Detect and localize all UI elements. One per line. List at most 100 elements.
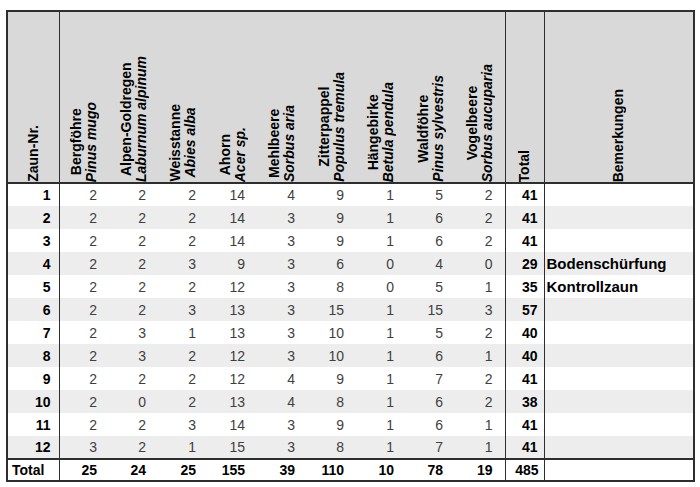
zaun-number-cell: 4: [7, 252, 59, 275]
zaun-number-cell: 8: [7, 344, 59, 367]
header-haengebirke: Hängebirke Betula pendula: [356, 11, 406, 183]
value-cell: 4: [257, 183, 307, 206]
value-cell: 3: [257, 229, 307, 252]
value-cell: 12: [208, 275, 257, 298]
value-cell: 4: [257, 367, 307, 390]
value-cell: 1: [356, 436, 406, 459]
value-cell: 2: [59, 344, 109, 367]
value-cell: 2: [158, 229, 208, 252]
value-cell: 9: [208, 252, 257, 275]
value-cell: 1: [455, 275, 505, 298]
value-cell: 8: [307, 390, 356, 413]
value-cell: 2: [158, 206, 208, 229]
value-cell: 2: [158, 390, 208, 413]
table-body: 1 2 2 2 14 4 9 1 5 2 41 2 2 2 2 14 3 9 1…: [7, 183, 694, 459]
value-cell: 0: [109, 390, 158, 413]
value-cell: 3: [257, 413, 307, 436]
header-weisstanne: Weisstanne Abies alba: [158, 11, 208, 183]
header-vogelbeere: Vogelbeere Sorbus aucuparia: [455, 11, 505, 183]
value-cell: 3: [257, 321, 307, 344]
value-cell: 7: [406, 367, 455, 390]
remark-cell: [544, 436, 694, 459]
value-cell: 6: [406, 344, 455, 367]
table-row: 12 3 2 1 15 3 8 1 7 1 41: [7, 436, 694, 459]
value-cell: 1: [158, 436, 208, 459]
value-cell: 1: [356, 413, 406, 436]
table-row: 1 2 2 2 14 4 9 1 5 2 41: [7, 183, 694, 206]
value-cell: 2: [109, 206, 158, 229]
total-value-cell: 110: [307, 459, 356, 481]
total-row: Total 25 24 25 155 39 110 10 78 19 485: [7, 459, 694, 481]
value-cell: 10: [307, 321, 356, 344]
remark-cell: Kontrollzaun: [544, 275, 694, 298]
value-cell: 2: [109, 229, 158, 252]
value-cell: 1: [356, 367, 406, 390]
row-total-cell: 41: [505, 206, 544, 229]
column-label: Mehlbeere: [267, 105, 282, 182]
total-value-cell: 78: [406, 459, 455, 481]
column-latin-label: Abies alba: [183, 104, 198, 182]
value-cell: 1: [356, 206, 406, 229]
value-cell: 0: [356, 275, 406, 298]
row-total-cell: 41: [505, 183, 544, 206]
species-count-table: Zaun-Nr. Bergföhre Pinus mugo Alpen-Gold…: [6, 10, 695, 482]
value-cell: 1: [356, 321, 406, 344]
value-cell: 15: [307, 298, 356, 321]
value-cell: 15: [406, 298, 455, 321]
row-total-cell: 29: [505, 252, 544, 275]
table-row: 4 2 2 3 9 3 6 0 4 0 29 Bodenschürfung: [7, 252, 694, 275]
value-cell: 3: [455, 298, 505, 321]
column-label: Hängebirke: [366, 82, 381, 182]
header-total: Total: [505, 11, 544, 183]
total-value-cell: 39: [257, 459, 307, 481]
value-cell: 2: [59, 390, 109, 413]
table-footer: Total 25 24 25 155 39 110 10 78 19 485: [7, 459, 694, 481]
table-row: 2 2 2 2 14 3 9 1 6 2 41: [7, 206, 694, 229]
value-cell: 2: [109, 413, 158, 436]
value-cell: 9: [307, 229, 356, 252]
value-cell: 1: [356, 390, 406, 413]
table-row: 9 2 2 2 12 4 9 1 7 2 41: [7, 367, 694, 390]
value-cell: 9: [307, 367, 356, 390]
value-cell: 2: [109, 436, 158, 459]
value-cell: 10: [307, 344, 356, 367]
row-total-cell: 41: [505, 367, 544, 390]
value-cell: 6: [307, 252, 356, 275]
zaun-number-cell: 1: [7, 183, 59, 206]
table-row: 6 2 2 3 13 3 15 1 15 3 57: [7, 298, 694, 321]
column-label: Bergföhre: [69, 102, 84, 182]
value-cell: 3: [158, 298, 208, 321]
column-label: Ahorn: [218, 127, 233, 182]
value-cell: 4: [257, 390, 307, 413]
value-cell: 2: [59, 367, 109, 390]
value-cell: 3: [257, 344, 307, 367]
value-cell: 8: [307, 275, 356, 298]
row-total-cell: 41: [505, 436, 544, 459]
table-row: 11 2 2 3 14 3 9 1 6 1 41: [7, 413, 694, 436]
value-cell: 1: [158, 321, 208, 344]
total-value-cell: 25: [59, 459, 109, 481]
zaun-number-cell: 7: [7, 321, 59, 344]
value-cell: 2: [455, 321, 505, 344]
value-cell: 3: [158, 413, 208, 436]
header-bergfoehre: Bergföhre Pinus mugo: [59, 11, 109, 183]
value-cell: 2: [59, 252, 109, 275]
table-row: 10 2 0 2 13 4 8 1 6 2 38: [7, 390, 694, 413]
column-label: Vogelbeere: [465, 64, 480, 182]
value-cell: 12: [208, 367, 257, 390]
value-cell: 2: [158, 183, 208, 206]
row-total-cell: 41: [505, 229, 544, 252]
value-cell: 2: [59, 298, 109, 321]
value-cell: 9: [307, 206, 356, 229]
column-label: Alpen-Goldregen: [119, 56, 134, 182]
remark-cell: [544, 229, 694, 252]
row-total-cell: 41: [505, 413, 544, 436]
total-row-label: Total: [7, 459, 59, 481]
value-cell: 3: [257, 436, 307, 459]
value-cell: 6: [406, 206, 455, 229]
column-latin-label: Pinus sylvestris: [431, 75, 446, 182]
value-cell: 2: [109, 183, 158, 206]
zaun-number-cell: 10: [7, 390, 59, 413]
table-row: 8 2 3 2 12 3 10 1 6 1 40: [7, 344, 694, 367]
zaun-number-cell: 2: [7, 206, 59, 229]
